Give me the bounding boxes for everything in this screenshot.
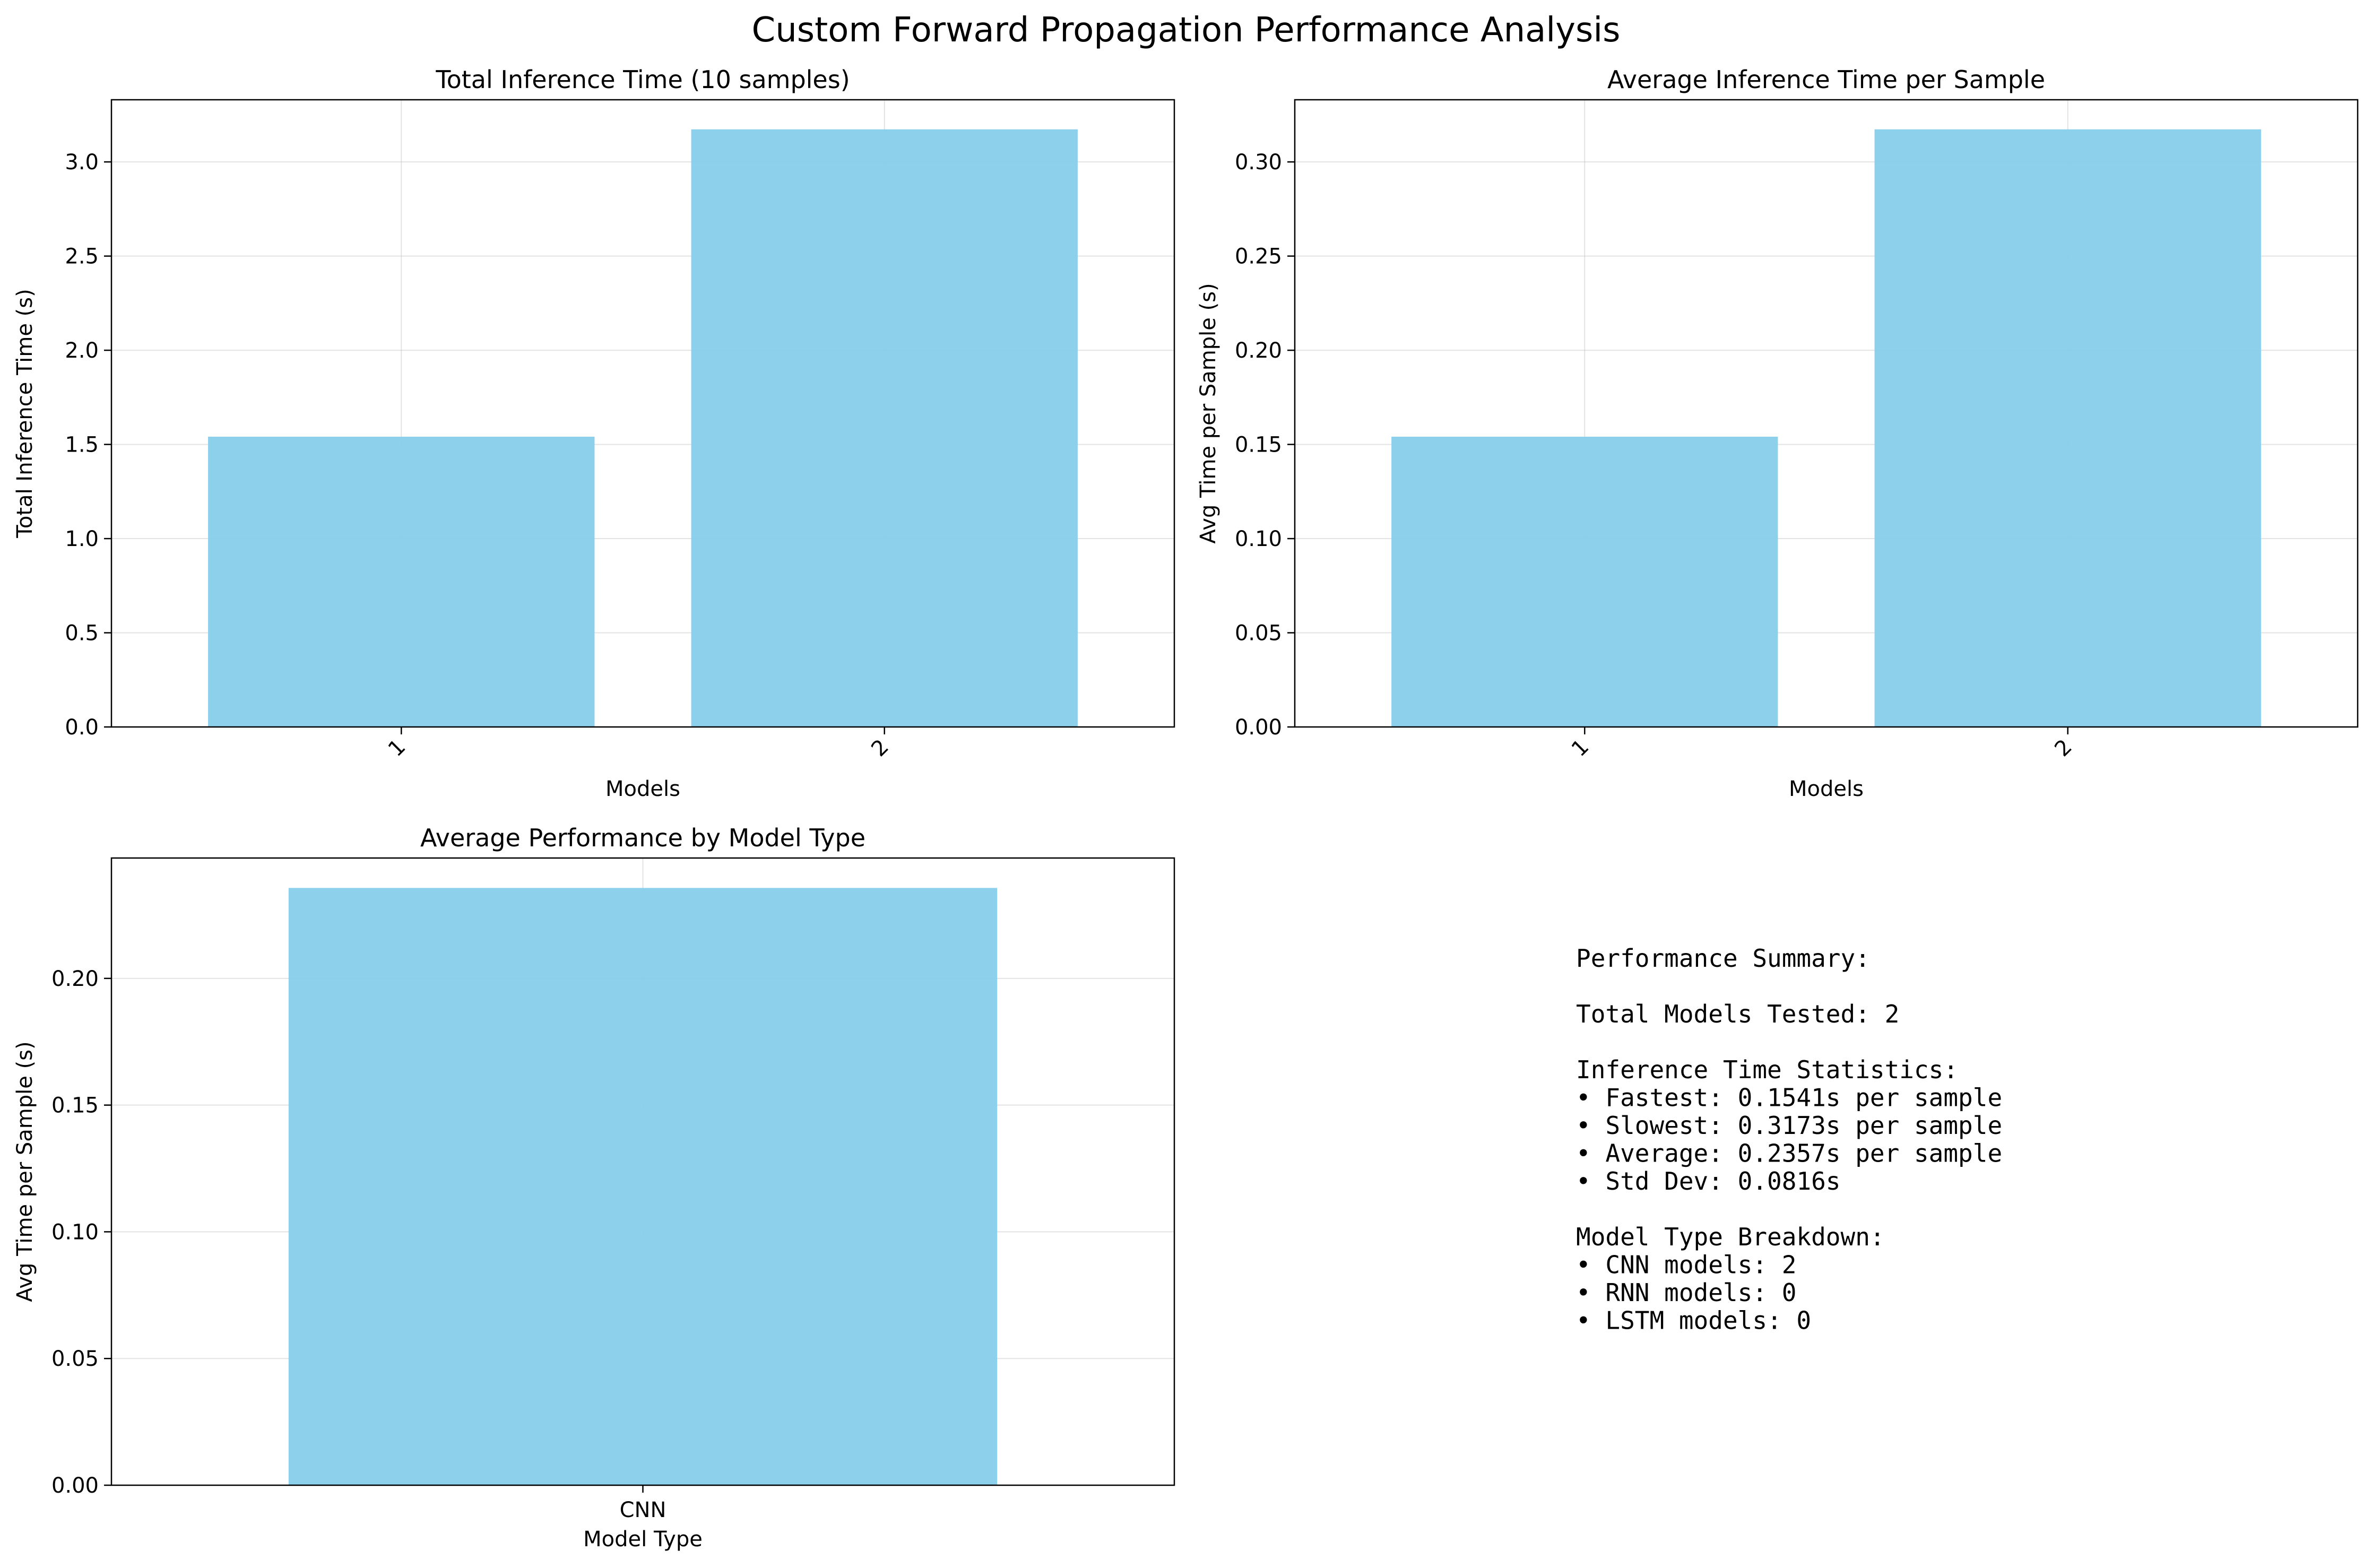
y-tick-label: 0.05 [51, 1347, 99, 1371]
summary-panel: Performance Summary: Total Models Tested:… [1576, 944, 2002, 1335]
summary-line: • LSTM models: 0 [1576, 1306, 1811, 1335]
y-tick-label: 0.0 [65, 715, 99, 740]
y-tick-label: 0.10 [1235, 527, 1282, 551]
bar-CNN [288, 888, 998, 1485]
y-axis-label: Avg Time per Sample (s) [1196, 283, 1220, 543]
summary-line: Model Type Breakdown: [1576, 1223, 1885, 1251]
summary-line: • Slowest: 0.3173s per sample [1576, 1111, 2002, 1140]
summary-line: Performance Summary: [1576, 944, 1870, 973]
summary-line: • Average: 0.2357s per sample [1576, 1139, 2002, 1168]
y-axis-label: Total Inference Time (s) [13, 289, 37, 538]
x-tick-label: CNN [620, 1498, 666, 1522]
bar-2 [691, 129, 1078, 727]
y-tick-label: 0.5 [65, 621, 99, 646]
y-tick-label: 0.20 [51, 967, 99, 991]
y-axis-label: Avg Time per Sample (s) [13, 1041, 37, 1302]
y-tick-label: 0.15 [1235, 433, 1282, 457]
y-tick-label: 0.10 [51, 1220, 99, 1244]
summary-line: • Std Dev: 0.0816s [1576, 1167, 1841, 1196]
x-axis-label: Models [1789, 777, 1864, 801]
y-tick-label: 0.15 [51, 1094, 99, 1118]
y-tick-label: 0.20 [1235, 339, 1282, 363]
axes-frame [1294, 99, 2359, 728]
bar-1 [1391, 437, 1778, 727]
chart-3: 0.00 0.05 0.10 0.15 0.20 CNN Average Performan… [13, 824, 1175, 1552]
chart-title: Average Performance by Model Type [420, 824, 865, 852]
y-tick-label: 2.5 [65, 245, 99, 269]
summary-line: • CNN models: 2 [1576, 1251, 1796, 1279]
chart-title: Average Inference Time per Sample [1607, 65, 2045, 94]
y-tick-label: 1.0 [65, 527, 99, 551]
figure-suptitle: Custom Forward Propagation Performance A… [752, 11, 1621, 50]
y-tick-label: 0.25 [1235, 245, 1282, 269]
y-tick-label: 3.0 [65, 150, 99, 175]
x-axis-label: Models [605, 777, 680, 801]
x-axis-label: Model Type [583, 1527, 703, 1552]
y-tick-label: 2.0 [65, 339, 99, 363]
bar-2 [1874, 129, 2261, 727]
summary-line: Total Models Tested: 2 [1576, 1000, 1899, 1028]
y-tick-label: 0.00 [1235, 715, 1282, 740]
summary-line: • Fastest: 0.1541s per sample [1576, 1084, 2002, 1112]
y-tick-label: 0.05 [1235, 621, 1282, 646]
y-tick-label: 0.30 [1235, 150, 1282, 175]
axes-frame [110, 99, 1175, 728]
chart-title: Total Inference Time (10 samples) [435, 65, 850, 94]
y-tick-label: 1.5 [65, 433, 99, 457]
summary-line: • RNN models: 0 [1576, 1278, 1796, 1307]
y-tick-label: 0.00 [51, 1474, 99, 1498]
summary-line: Inference Time Statistics: [1576, 1055, 1958, 1084]
bar-1 [208, 437, 595, 727]
